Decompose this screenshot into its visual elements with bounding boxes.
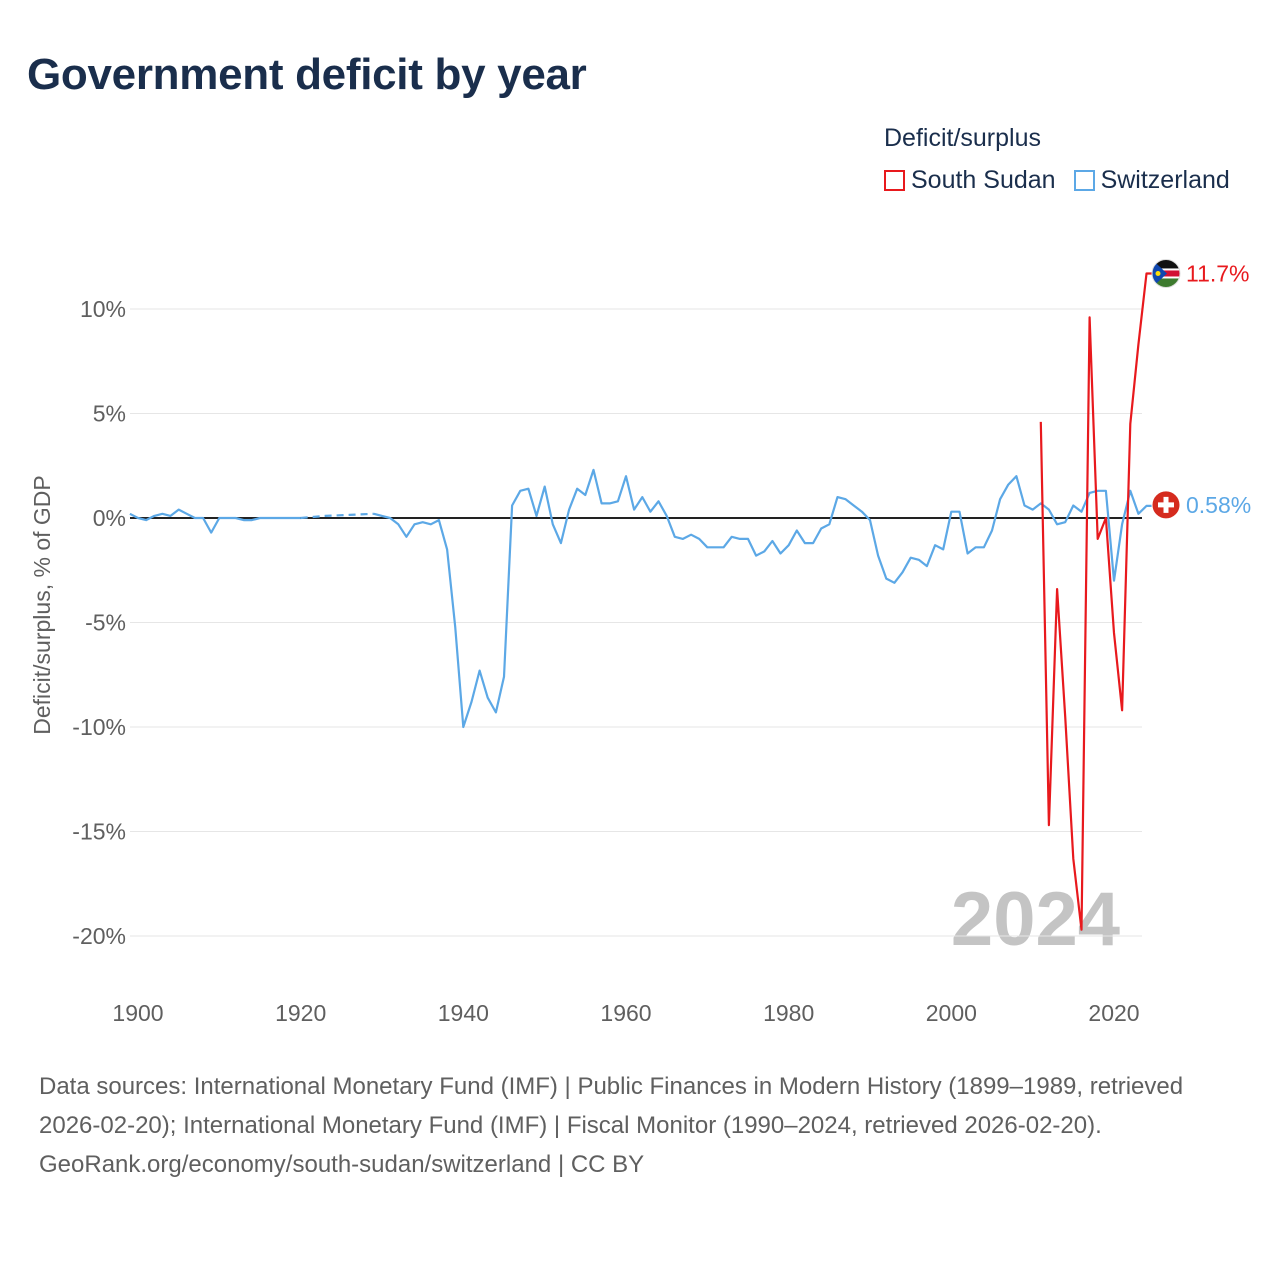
data-sources: Data sources: International Monetary Fun… xyxy=(39,1073,1184,1139)
legend-swatch-switzerland xyxy=(1073,170,1095,191)
flag-stripe-black xyxy=(1152,259,1180,269)
x-tick-label: 2020 xyxy=(1088,1000,1139,1026)
y-tick-label: -10% xyxy=(72,714,126,740)
legend-label-switzerland: Switzerland xyxy=(1100,166,1230,194)
legend-swatch-south-sudan xyxy=(884,170,905,191)
flag-stripe-green xyxy=(1152,278,1180,288)
flag-star xyxy=(1155,270,1161,276)
end-label-south-sudan: 11.7% xyxy=(1186,260,1250,286)
end-label-switzerland: 0.58% xyxy=(1186,492,1251,518)
series-line-switzerland xyxy=(129,508,301,534)
x-tick-label: 1940 xyxy=(438,1000,489,1026)
y-tick-label: -15% xyxy=(72,819,126,845)
credit-link[interactable]: GeoRank.org/economy/south-sudan/switzerl… xyxy=(39,1151,645,1178)
south-sudan-flag-icon xyxy=(1152,259,1180,288)
y-tick-label: 5% xyxy=(93,401,126,427)
legend-label-south-sudan: South Sudan xyxy=(911,166,1056,194)
legend-item-switzerland[interactable]: Switzerland xyxy=(1073,166,1230,195)
line-chart: 2024 10% 5% 0% -5% -10% -15% -20% 1900 1920 1940 19… xyxy=(29,258,1251,1026)
x-tick-label: 1960 xyxy=(600,1000,651,1026)
year-watermark: 2024 xyxy=(951,877,1120,962)
x-tick-label: 1980 xyxy=(763,1000,814,1026)
legend-item-south-sudan[interactable]: South Sudan xyxy=(884,166,1056,195)
x-tick-label: 1900 xyxy=(112,1000,163,1026)
x-tick-label: 1920 xyxy=(275,1000,326,1026)
y-tick-label: 0% xyxy=(93,505,126,531)
series-line-switzerland xyxy=(300,512,374,520)
y-tick-label: 10% xyxy=(80,296,126,322)
chart-title: Government deficit by year xyxy=(27,50,587,99)
y-tick-label: -5% xyxy=(85,610,126,636)
south-sudan-flag-ring xyxy=(1151,258,1181,288)
series-line-switzerland xyxy=(373,468,1155,729)
y-axis-title: Deficit/surplus, % of GDP xyxy=(29,475,55,734)
legend-title: Deficit/surplus xyxy=(884,124,1041,152)
x-tick-label: 2000 xyxy=(926,1000,977,1026)
switzerland-flag-cross-h xyxy=(1158,502,1174,508)
y-tick-label: -20% xyxy=(72,923,126,949)
series-line-south-sudan xyxy=(1039,272,1155,931)
legend: South Sudan Switzerland xyxy=(884,166,1230,195)
footer: Data sources: International Monetary Fun… xyxy=(39,1067,1239,1184)
